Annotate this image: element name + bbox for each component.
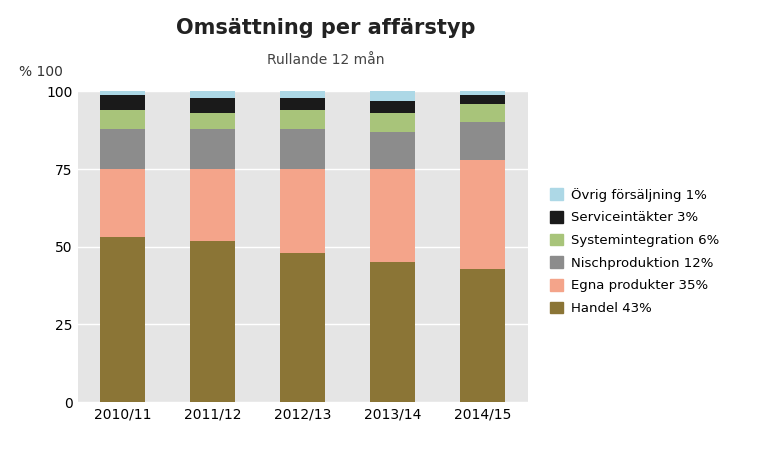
Bar [370,91,415,101]
Bar [460,269,505,402]
Bar [190,113,235,129]
Text: Rullande 12 mån: Rullande 12 mån [267,53,385,67]
Legend: Övrig försäljning 1%, Serviceintäkter 3%, Systemintegration 6%, Nischproduktion : Övrig försäljning 1%, Serviceintäkter 3%… [550,188,719,315]
Bar [370,132,415,169]
Bar [280,91,325,98]
Bar [100,110,145,129]
Bar [280,253,325,402]
Bar [100,91,145,95]
Bar [100,129,145,169]
Bar [460,91,505,95]
Bar [280,169,325,253]
Bar [190,98,235,113]
Bar [100,238,145,402]
Bar [280,110,325,129]
Bar [460,104,505,122]
Bar [370,113,415,132]
Bar [370,169,415,262]
Bar [190,91,235,98]
Bar [190,129,235,169]
Bar [370,262,415,402]
Bar [100,95,145,110]
Bar [460,95,505,104]
Bar [190,169,235,240]
Bar [460,160,505,269]
Bar [280,98,325,110]
Bar [280,129,325,169]
Bar [190,240,235,402]
Bar [460,122,505,160]
Bar [370,101,415,113]
Text: Omsättning per affärstyp: Omsättning per affärstyp [176,18,476,38]
Text: % 100: % 100 [19,65,63,79]
Bar [100,169,145,238]
